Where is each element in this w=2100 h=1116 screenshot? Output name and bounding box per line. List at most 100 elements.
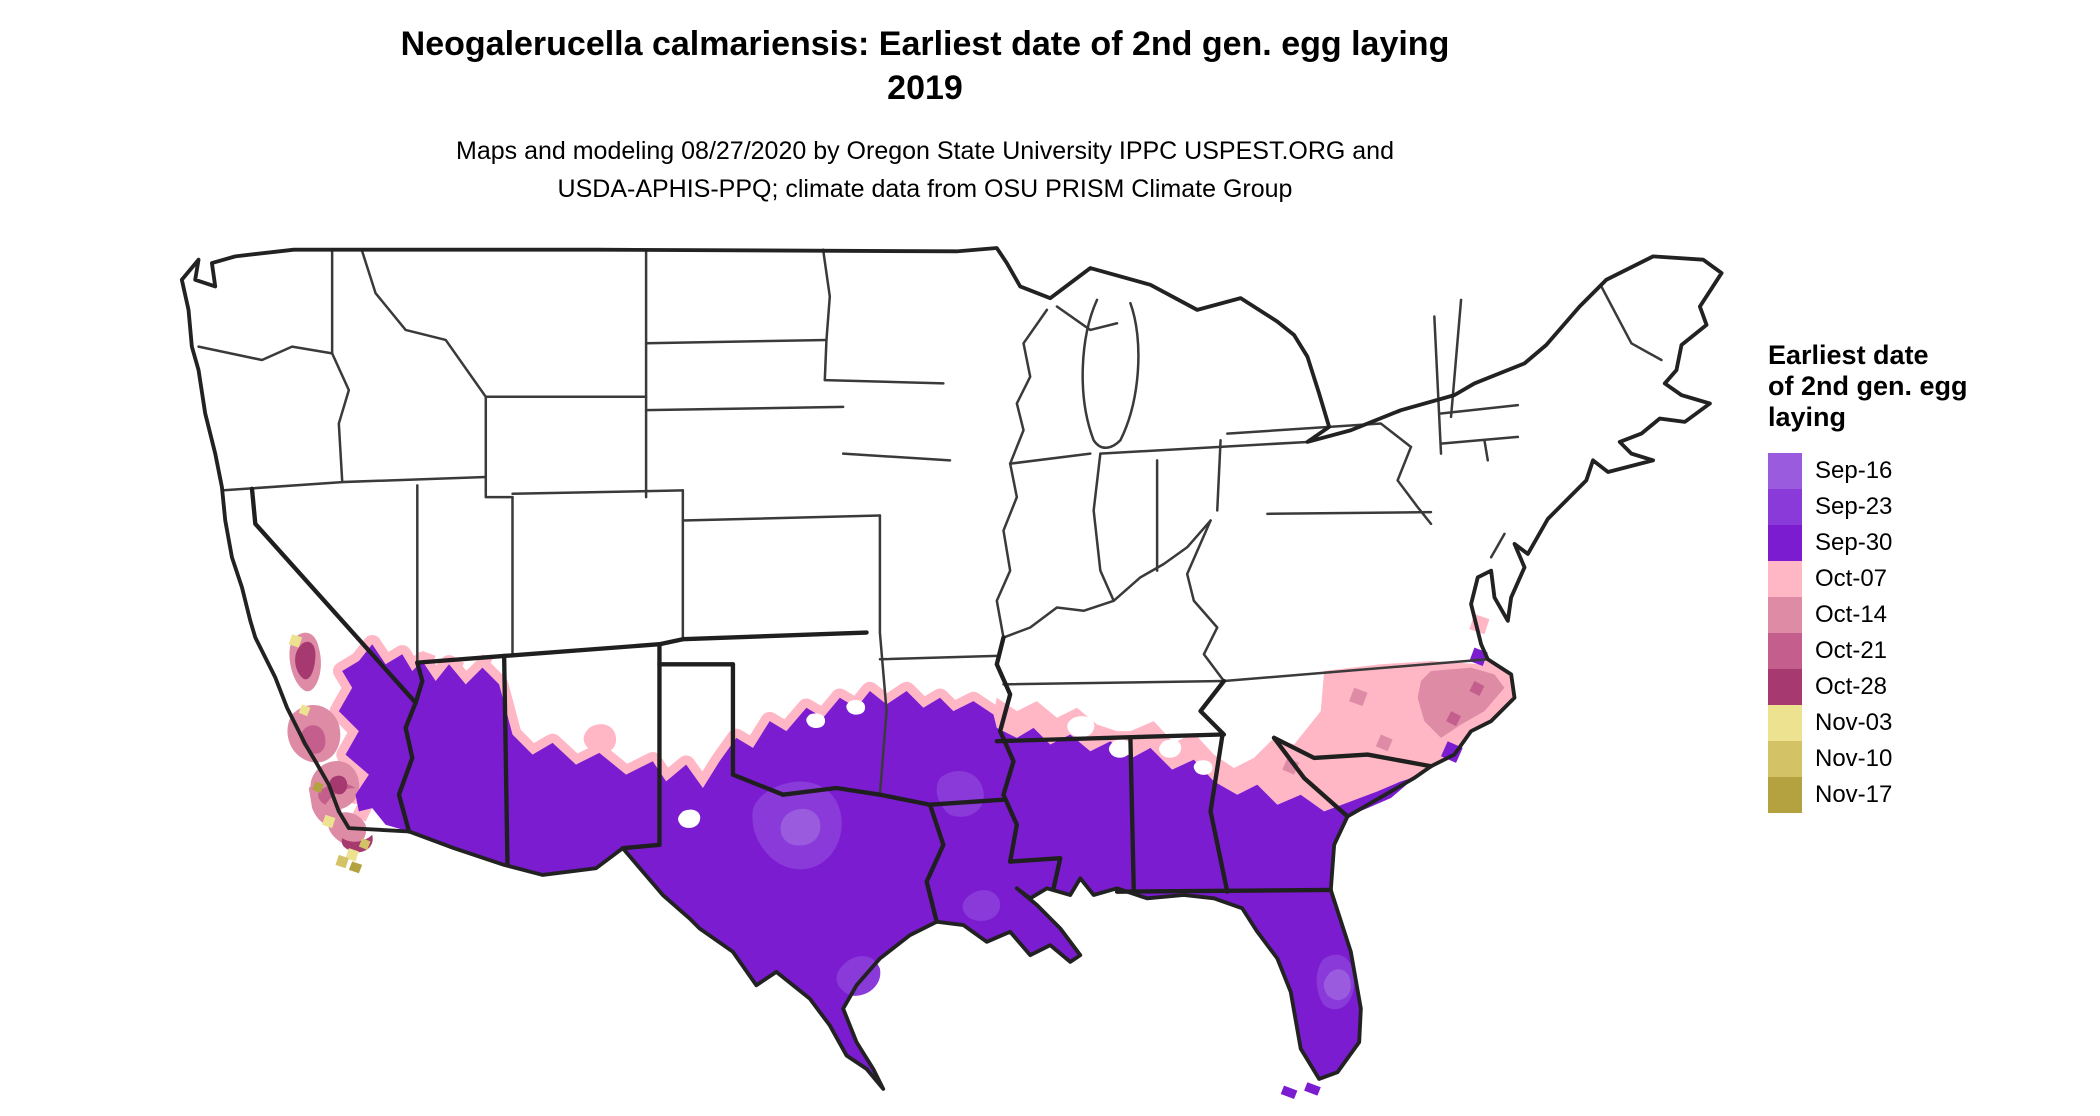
border-mn-west — [821, 248, 832, 382]
border-me-nh — [1600, 285, 1663, 362]
border-wi-il — [1008, 452, 1092, 465]
band-gap-wtx — [678, 809, 701, 828]
region-nov03-ca3 — [345, 848, 359, 862]
us-map-svg — [179, 246, 1724, 1099]
legend-label-sep16: Sep-16 — [1815, 457, 1893, 484]
legend-swatch-oct07 — [1768, 561, 1802, 597]
legend-label-sep23: Sep-23 — [1815, 493, 1893, 520]
region-oct07-nm-patch — [583, 724, 617, 754]
region-nov03-ca1 — [288, 634, 303, 648]
border-ks-mo-ar — [878, 514, 888, 796]
region-oct28-ca-central — [329, 775, 348, 795]
border-ky-wv — [1185, 519, 1226, 683]
legend-swatch-oct14 — [1768, 597, 1802, 633]
border-nv-az — [413, 660, 425, 705]
region-oct21-nc2 — [1446, 711, 1462, 727]
border-mn-ia — [823, 378, 945, 385]
border-37n — [415, 630, 869, 665]
legend-label-oct21: Oct-21 — [1815, 637, 1888, 664]
border-ky-tn — [1002, 679, 1226, 686]
legend-label-oct07: Oct-07 — [1815, 565, 1888, 592]
border-la-ms — [1007, 856, 1063, 891]
region-nov03-ca2 — [322, 814, 336, 829]
border-tx-la — [924, 802, 946, 924]
legend-swatch-nov17 — [1768, 777, 1802, 813]
region-sep30-main — [338, 644, 1423, 1089]
region-sep23-la — [962, 890, 1001, 922]
band-gap-ga — [1193, 760, 1213, 775]
region-sep16-fl — [1323, 969, 1351, 1001]
title-block: Neogalerucella calmariensis: Earliest da… — [0, 22, 1850, 208]
border-tn-south — [994, 732, 1225, 744]
region-nov17-ca1 — [348, 861, 363, 874]
band-gap-al2 — [1159, 739, 1182, 758]
us-map — [95, 243, 1765, 1114]
legend-item-oct21: Oct-21 — [1768, 633, 2098, 669]
border-az-nm — [501, 653, 510, 868]
legend: Earliest date of 2nd gen. egg laying Sep… — [1768, 340, 2098, 813]
legend-item-sep23: Sep-23 — [1768, 489, 2098, 525]
border-md-pa — [1266, 510, 1433, 516]
border-pa-ny — [1226, 422, 1413, 449]
region-sep16-tx — [780, 808, 821, 846]
legend-swatch-nov03 — [1768, 705, 1802, 741]
region-oct14-dot3 — [1282, 757, 1300, 775]
band-gap-al1 — [1108, 739, 1132, 758]
legend-item-sep16: Sep-16 — [1768, 453, 2098, 489]
legend-label-oct14: Oct-14 — [1815, 601, 1888, 628]
border-ia-mo — [841, 452, 952, 462]
border-miss-mid — [995, 462, 1019, 639]
legend-title: Earliest date of 2nd gen. egg laying — [1768, 340, 2098, 433]
region-oct21-nc1 — [1469, 681, 1485, 697]
border-ma-south — [1439, 435, 1520, 462]
legend-swatch-nov10 — [1768, 741, 1802, 777]
border-ma-north — [1439, 403, 1520, 415]
border-al-ga — [1208, 734, 1230, 894]
region-oct28-ca-nvalley — [295, 641, 316, 680]
border-nm-tx — [620, 642, 662, 851]
band-gap-ok1 — [806, 713, 826, 729]
state-borders-north — [197, 248, 1663, 796]
legend-swatch-sep23 — [1768, 489, 1802, 525]
border-ca-az — [396, 700, 418, 834]
legend-item-oct28: Oct-28 — [1768, 669, 2098, 705]
border-tn-nc — [1198, 678, 1227, 737]
border-ga-sc — [1271, 735, 1350, 819]
legend-items: Sep-16 Sep-23 Sep-30 Oct-07 Oct-14 Oct-21 Oct-… — [1768, 453, 2098, 813]
map-title-line2: 2019 — [887, 69, 963, 107]
border-co-north — [511, 489, 685, 496]
region-oct14-dot1 — [1349, 687, 1368, 707]
legend-item-oct14: Oct-14 — [1768, 597, 2098, 633]
legend-label-sep30: Sep-30 — [1815, 529, 1893, 556]
legend-item-nov17: Nov-17 — [1768, 777, 2098, 813]
border-va-nc — [1222, 658, 1490, 683]
border-ny-vt — [1433, 315, 1443, 455]
legend-label-nov10: Nov-10 — [1815, 745, 1893, 772]
legend-title-line2: of 2nd gen. egg — [1768, 371, 1968, 401]
border-fl-north — [1114, 887, 1333, 894]
us-outline — [179, 246, 1724, 1091]
legend-title-line3: laying — [1768, 402, 1847, 432]
border-42n — [220, 475, 488, 492]
region-oct14-dot2 — [1375, 734, 1393, 752]
legend-swatch-sep16 — [1768, 453, 1802, 489]
region-nov10-ca1 — [335, 854, 349, 869]
border-red-river — [730, 772, 883, 797]
legend-title-line1: Earliest date — [1768, 340, 1929, 370]
border-wa-or — [197, 345, 334, 362]
map-overlays — [287, 614, 1515, 1099]
region-sep30-keys2 — [1304, 1082, 1321, 1096]
map-subtitle-line2: USDA-APHIS-PPQ; climate data from OSU PR… — [557, 175, 1293, 203]
band-gap-ok2 — [846, 700, 866, 715]
border-sd-ne — [644, 405, 845, 412]
border-de-md — [1489, 532, 1506, 559]
region-nov10-ca2 — [358, 838, 371, 850]
map-title-line1: Neogalerucella calmariensis: Earliest da… — [400, 25, 1450, 63]
legend-label-nov03: Nov-03 — [1815, 709, 1893, 736]
legend-label-nov17: Nov-17 — [1815, 781, 1893, 808]
border-nj-pa — [1396, 445, 1433, 526]
border-ne-ks — [681, 514, 882, 522]
border-ca-nv — [249, 486, 418, 705]
legend-item-nov10: Nov-10 — [1768, 741, 2098, 777]
